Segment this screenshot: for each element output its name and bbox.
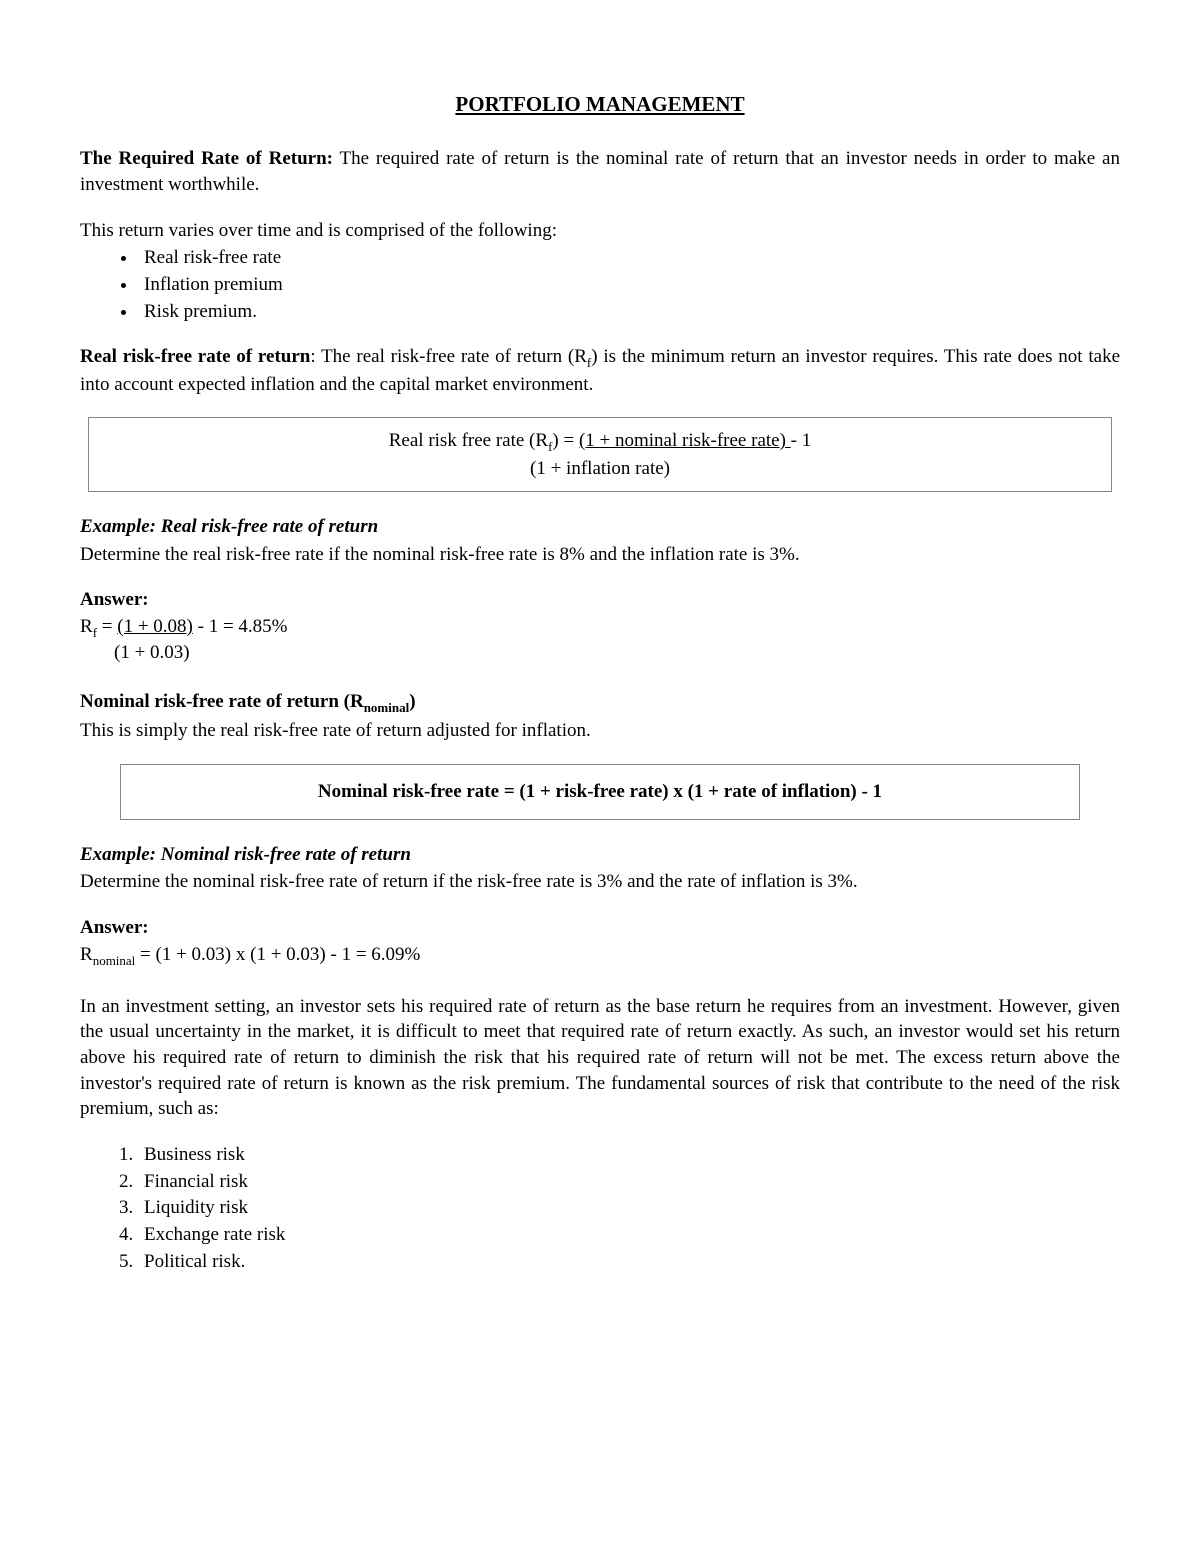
answer1-line2: (1 + 0.03) (80, 641, 1120, 665)
components-list: Real risk-free rate Inflation premium Ri… (138, 245, 1120, 324)
nominal-rf-text: This is simply the real risk-free rate o… (80, 718, 1120, 744)
list-item: Liquidity risk (138, 1195, 1120, 1221)
real-rf-text-a: The real risk-free rate of return (R (321, 346, 587, 367)
answer2-block: Answer: Rnominal = (1 + 0.03) x (1 + 0.0… (80, 915, 1120, 970)
list-item: Real risk-free rate (138, 245, 1120, 271)
nominal-rf-heading-b: ) (409, 691, 415, 712)
nominal-rf-heading-sub: nominal (364, 700, 410, 715)
list-item: Financial risk (138, 1169, 1120, 1195)
formula2-text: Nominal risk-free rate = (1 + risk-free … (318, 781, 882, 802)
list-item: Political risk. (138, 1249, 1120, 1275)
formula-box-real-rf: Real risk free rate (Rf) = (1 + nominal … (88, 417, 1112, 492)
answer2-r: R (80, 944, 93, 965)
list-item: Risk premium. (138, 299, 1120, 325)
intro-paragraph: The Required Rate of Return: The require… (80, 146, 1120, 197)
list-item: Inflation premium (138, 272, 1120, 298)
intro-heading: The Required Rate of Return: (80, 148, 333, 169)
answer1-rest: - 1 = 4.85% (193, 616, 288, 637)
answer2-rest: = (1 + 0.03) x (1 + 0.03) - 1 = 6.09% (135, 944, 420, 965)
formula-numer: (1 + nominal risk-free rate) (579, 430, 791, 451)
example1-heading: Example: Real risk-free rate of return (80, 514, 1120, 540)
list-item: Business risk (138, 1142, 1120, 1168)
answer1-eq: = (97, 616, 117, 637)
nominal-rf-heading-a: Nominal risk-free rate of return (R (80, 691, 364, 712)
real-rf-colon: : (310, 346, 321, 367)
nominal-rf-heading: Nominal risk-free rate of return (Rnomin… (80, 689, 1120, 716)
answer2-line: Rnominal = (1 + 0.03) x (1 + 0.03) - 1 =… (80, 942, 1120, 969)
formula-line1: Real risk free rate (Rf) = (1 + nominal … (101, 428, 1099, 455)
list-item: Exchange rate risk (138, 1222, 1120, 1248)
real-rf-paragraph: Real risk-free rate of return: The real … (80, 344, 1120, 397)
formula-lhs2: ) = (552, 430, 579, 451)
risk-sources-list: Business risk Financial risk Liquidity r… (138, 1142, 1120, 1274)
answer1-line1: Rf = (1 + 0.08) - 1 = 4.85% (80, 615, 1120, 641)
formula-minus: - 1 (791, 430, 812, 451)
comprised-intro: This return varies over time and is comp… (80, 218, 1120, 244)
answer2-sub: nominal (93, 953, 136, 968)
formula-lhs: Real risk free rate (R (389, 430, 548, 451)
answer2-label: Answer: (80, 915, 1120, 941)
formula-box-nominal: Nominal risk-free rate = (1 + risk-free … (120, 764, 1080, 820)
answer1-block: Answer: Rf = (1 + 0.08) - 1 = 4.85% (1 +… (80, 587, 1120, 664)
example2-heading: Example: Nominal risk-free rate of retur… (80, 842, 1120, 868)
page-title: PORTFOLIO MANAGEMENT (80, 90, 1120, 118)
example1-text: Determine the real risk-free rate if the… (80, 542, 1120, 568)
answer1-r: R (80, 616, 93, 637)
real-rf-heading: Real risk-free rate of return (80, 346, 310, 367)
risk-premium-paragraph: In an investment setting, an investor se… (80, 994, 1120, 1122)
example2-text: Determine the nominal risk-free rate of … (80, 869, 1120, 895)
formula-denom: (1 + inflation rate) (101, 456, 1099, 482)
answer1-frac: (1 + 0.08) (117, 616, 193, 637)
answer1-label: Answer: (80, 587, 1120, 613)
